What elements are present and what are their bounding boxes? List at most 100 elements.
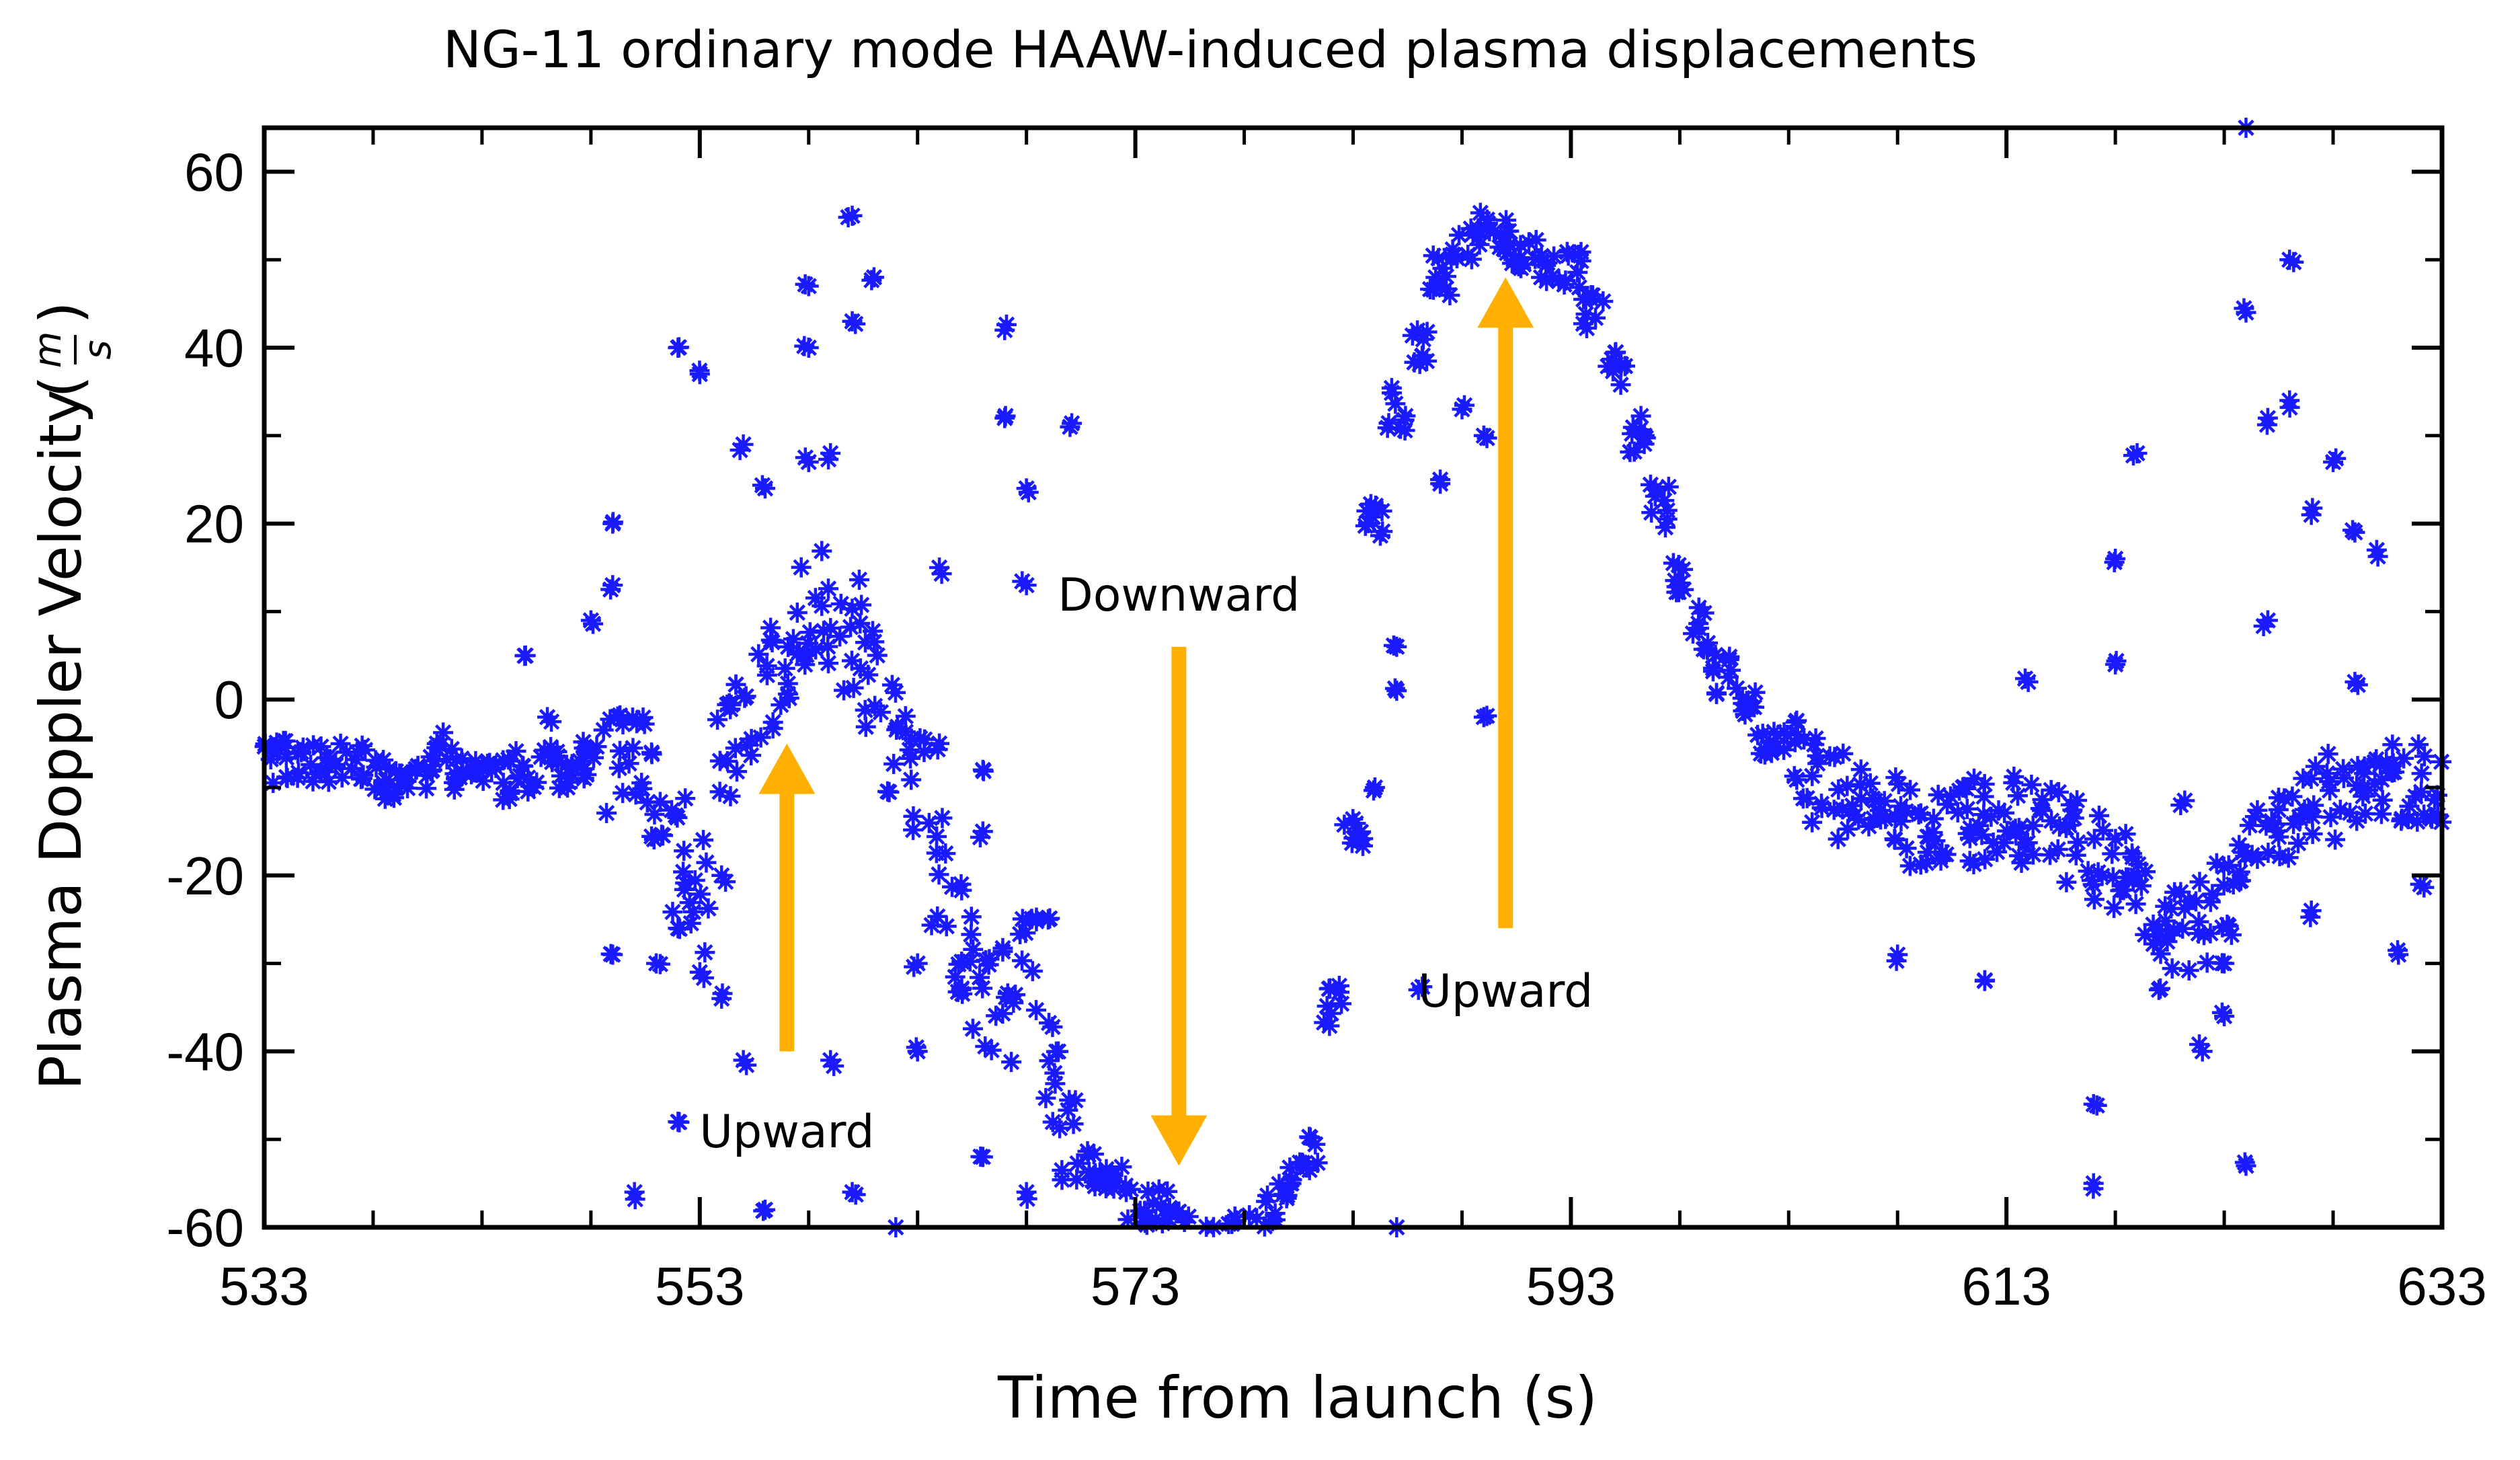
data-point — [641, 827, 662, 847]
data-point — [1837, 776, 1857, 796]
data-point — [1825, 747, 1845, 767]
data-point — [1121, 1180, 1141, 1200]
data-point — [818, 653, 838, 673]
data-point — [2279, 847, 2299, 868]
data-point — [623, 738, 643, 758]
data-point — [311, 762, 331, 782]
data-point — [2212, 953, 2232, 973]
data-point — [1669, 582, 1689, 602]
data-point — [1454, 395, 1474, 416]
data-point — [707, 709, 727, 730]
data-point — [1784, 766, 1805, 786]
data-point — [970, 827, 990, 847]
y-tick-label: 20 — [184, 494, 244, 554]
data-point — [1427, 274, 1447, 295]
data-point — [961, 925, 981, 945]
data-point — [845, 314, 865, 334]
data-point — [1975, 970, 1995, 991]
data-point — [970, 1147, 990, 1167]
data-point — [674, 841, 694, 861]
data-point — [2212, 1003, 2232, 1023]
data-point — [1477, 428, 1497, 448]
data-point — [896, 706, 916, 726]
data-point — [1407, 320, 1427, 340]
data-point — [1064, 1114, 1084, 1134]
data-point — [2031, 798, 2051, 818]
data-point — [2371, 804, 2392, 824]
data-point — [734, 688, 754, 708]
data-point — [2104, 552, 2125, 572]
data-point — [669, 337, 689, 357]
data-point — [1804, 734, 1824, 755]
data-point — [1860, 773, 1881, 794]
data-point — [961, 907, 982, 927]
data-point — [2348, 675, 2368, 695]
data-point — [818, 449, 838, 469]
data-point — [775, 658, 795, 679]
data-point — [858, 664, 878, 685]
data-point — [1096, 1159, 1116, 1180]
data-point — [2174, 790, 2195, 810]
data-point — [2008, 785, 2028, 806]
data-point — [864, 631, 884, 652]
data-point — [2283, 252, 2304, 272]
data-point — [1443, 239, 1463, 260]
data-point — [1536, 271, 1557, 291]
data-point — [2368, 546, 2388, 566]
data-point — [1900, 780, 1920, 800]
data-point — [1469, 235, 1489, 255]
data-point — [2056, 818, 2076, 838]
data-point — [1623, 417, 1643, 437]
data-point — [795, 274, 816, 295]
data-point — [1361, 494, 1381, 514]
data-point — [619, 753, 639, 773]
data-point — [693, 830, 713, 850]
data-point — [576, 765, 596, 785]
data-point — [824, 1056, 844, 1076]
data-point — [838, 207, 859, 227]
data-point — [670, 919, 690, 939]
data-point — [1370, 526, 1390, 546]
data-point — [752, 475, 773, 496]
data-point — [1851, 759, 1871, 779]
data-point — [2084, 889, 2104, 909]
data-point — [465, 757, 485, 777]
data-point — [2015, 668, 2035, 689]
data-point — [1066, 1090, 1086, 1110]
data-point — [1390, 419, 1411, 439]
data-point — [855, 700, 875, 720]
data-point — [963, 1019, 983, 1039]
data-point — [1430, 473, 1450, 494]
data-point — [1703, 658, 1723, 679]
data-point — [751, 728, 771, 748]
data-point — [726, 675, 746, 695]
data-point — [2123, 445, 2143, 465]
data-point — [787, 603, 808, 623]
data-point — [1476, 706, 1497, 726]
data-point — [2229, 835, 2249, 855]
data-point — [1005, 985, 1025, 1005]
data-point — [1802, 812, 1822, 833]
data-point — [1355, 516, 1376, 536]
x-tick-label: 613 — [1961, 1256, 2051, 1316]
data-point — [2301, 769, 2321, 789]
data-point — [2382, 734, 2402, 755]
data-point — [778, 674, 798, 694]
data-point — [927, 827, 947, 847]
data-point — [2318, 744, 2338, 764]
data-point — [904, 957, 924, 977]
y-axis-unit-numerator: m — [26, 332, 70, 369]
y-axis-unit-open-paren: ( — [28, 375, 95, 398]
data-point — [2326, 449, 2346, 469]
data-point — [1111, 1157, 1132, 1177]
data-point — [2325, 829, 2345, 849]
data-point — [600, 580, 621, 600]
data-point — [541, 712, 561, 732]
data-point — [2295, 800, 2315, 820]
data-point — [542, 752, 562, 772]
data-point — [384, 787, 404, 808]
data-point — [2288, 833, 2308, 853]
data-point — [1654, 490, 1674, 510]
data-point — [1694, 603, 1715, 623]
data-point — [1159, 1200, 1179, 1221]
